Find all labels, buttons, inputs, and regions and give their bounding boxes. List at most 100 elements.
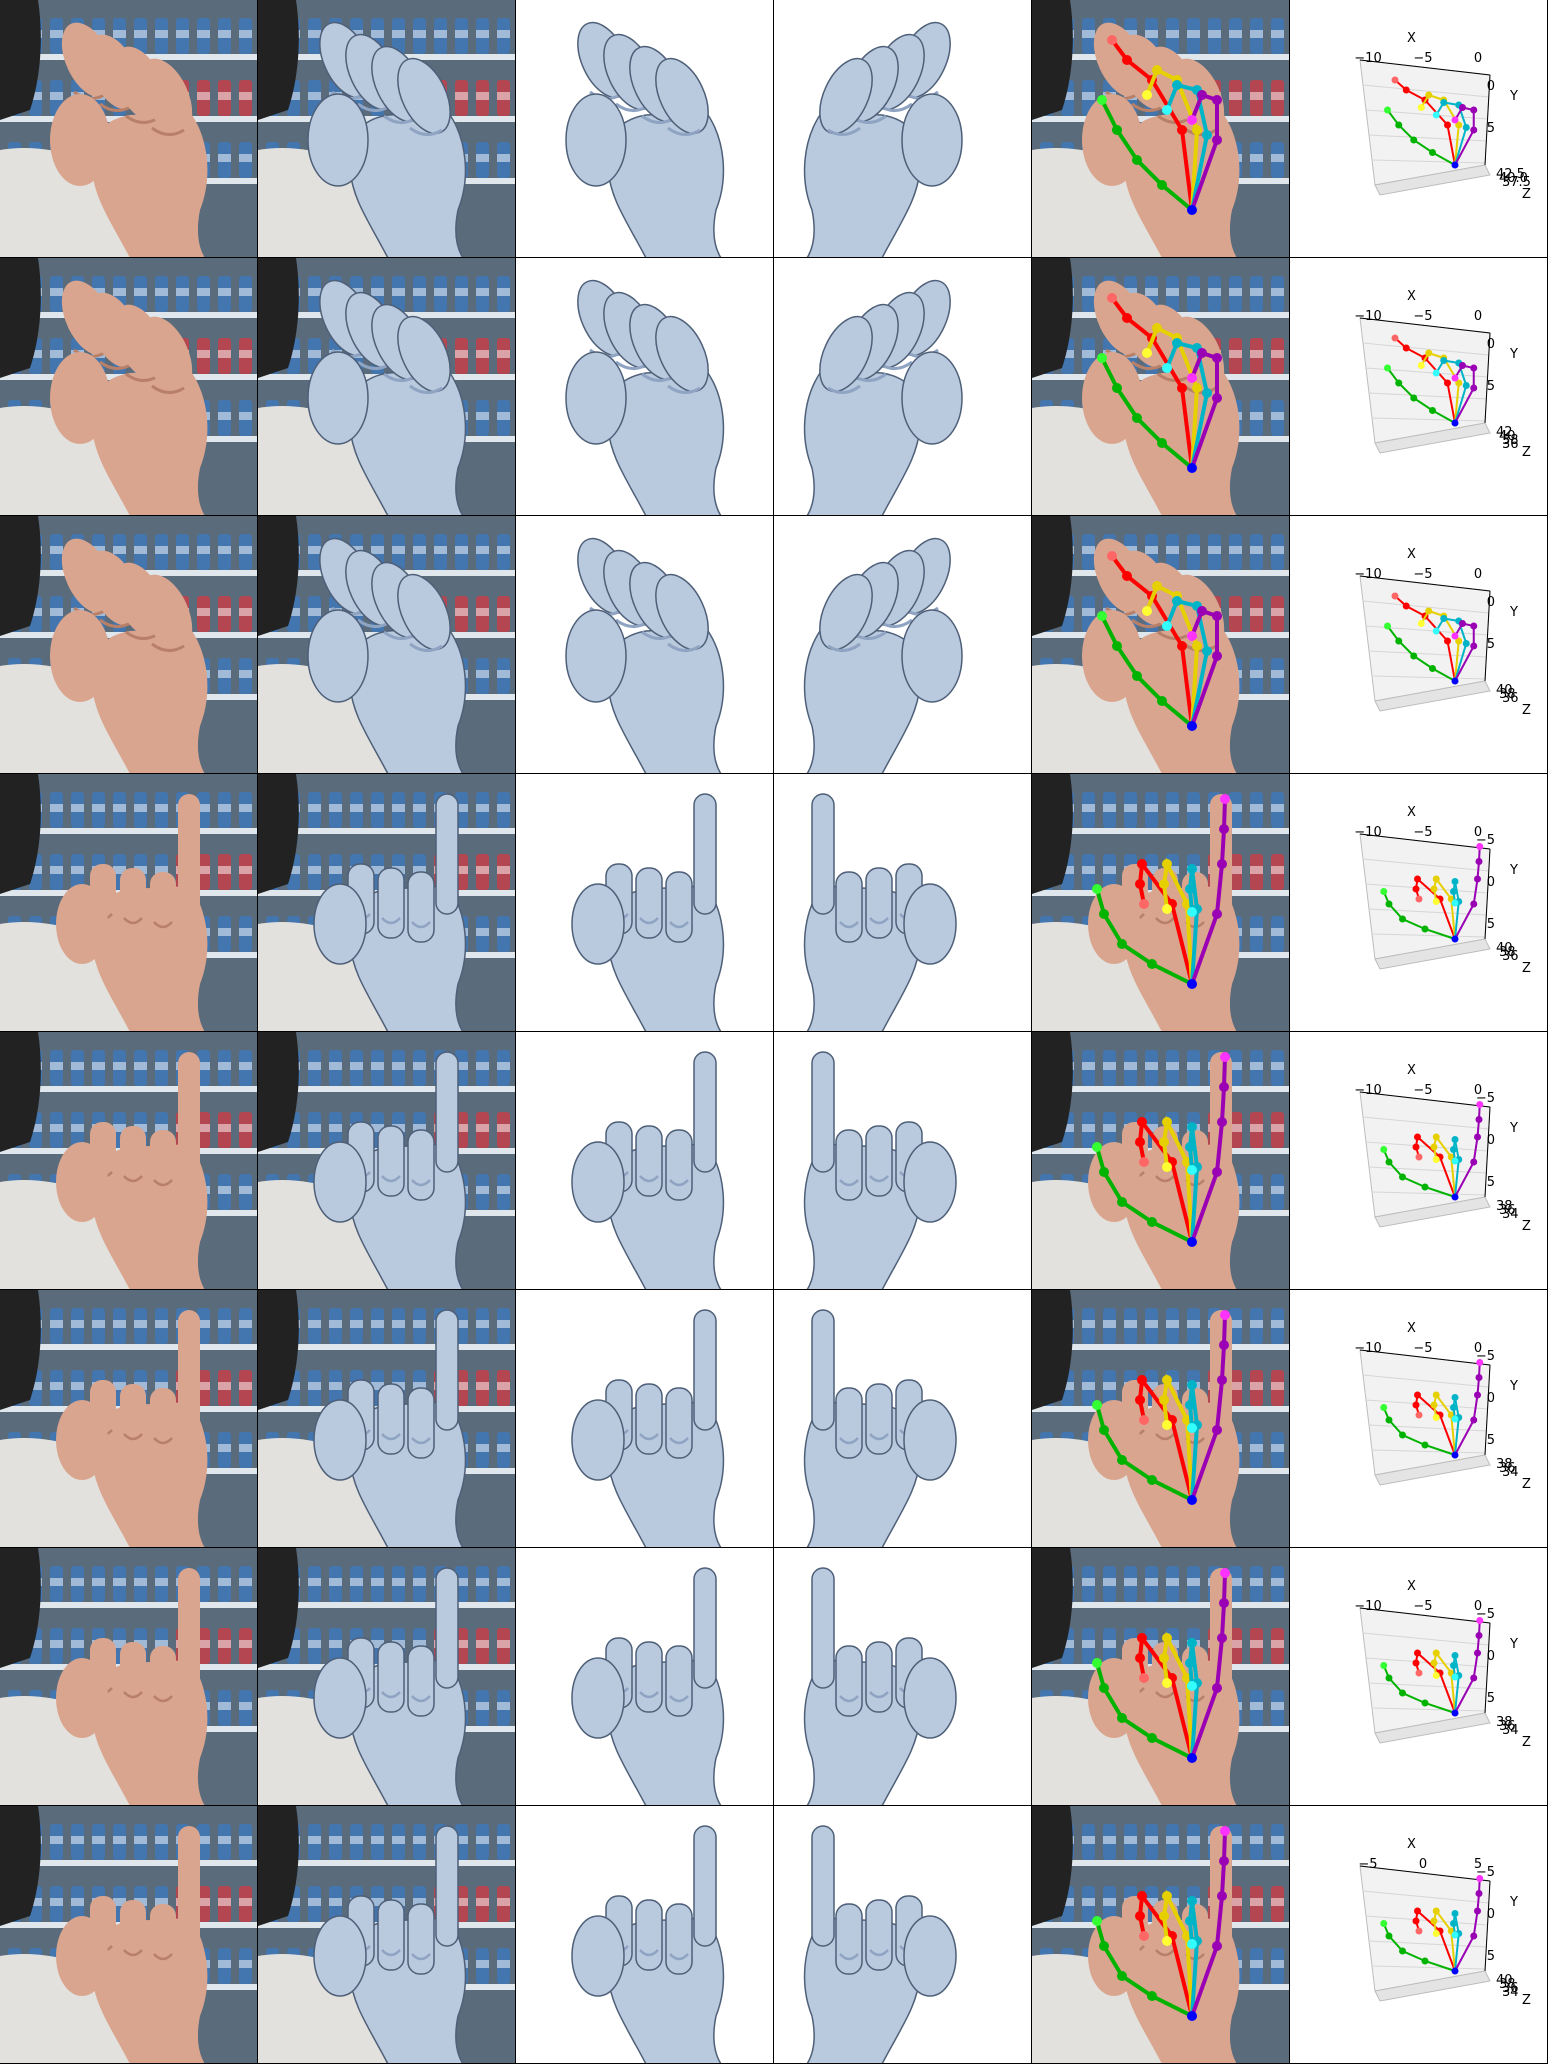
plot-joint [1451, 1394, 1459, 1401]
z-tick-label: 42 [1496, 425, 1513, 440]
joint-middle-2 [1162, 1375, 1172, 1385]
plot-joint [1455, 121, 1463, 129]
plot-joint [1402, 602, 1410, 610]
cell-r1-mesh_side [774, 0, 1032, 258]
hand-mesh-side-view [803, 793, 957, 1031]
joint-thumb-1 [1157, 180, 1167, 190]
cell-r6-photo_keypoints [1032, 1290, 1290, 1548]
joint-thumb-1 [1147, 1733, 1157, 1743]
cell-r6-photo_mesh_overlay [258, 1290, 516, 1548]
mesh_side-image [803, 279, 963, 515]
plot-joint [1391, 76, 1399, 84]
plot-joint [1474, 1907, 1481, 1915]
plot-joint [1380, 1404, 1388, 1411]
plot-joint [1432, 898, 1440, 905]
joint-thumb-3 [1112, 641, 1122, 651]
joint-middle-3 [1152, 323, 1162, 333]
cell-r6-mesh_side [774, 1290, 1032, 1548]
joint-pinky-3 [1197, 90, 1207, 100]
joint-ring-2 [1187, 1896, 1197, 1906]
hand-photo [50, 22, 208, 257]
cell-r7-mesh_front [516, 1548, 774, 1806]
hand-mesh-side-view [803, 1825, 957, 2063]
z-tick-label: 38 [1499, 945, 1516, 960]
hand-mesh-overlay [313, 1825, 467, 2063]
plot-joint [1380, 1146, 1388, 1153]
x-tick-label: −5 [1413, 825, 1432, 840]
cell-r3-plot3d: X −10 −5 0 Y 0 5 Z 40 38 36 [1290, 516, 1548, 774]
plot-joint [1476, 1359, 1484, 1366]
joint-pinky-1 [1212, 651, 1222, 661]
keypoint-skeleton [1092, 1310, 1230, 1505]
plot-joint [1417, 620, 1425, 627]
joint-thumb-2 [1117, 1197, 1127, 1207]
joint-pinky-2 [1212, 95, 1222, 105]
plot-joint [1412, 1143, 1420, 1151]
cell-r7-mesh_side [774, 1548, 1032, 1806]
plot-joint [1415, 1927, 1423, 1935]
plot-joint [1421, 1699, 1429, 1707]
joint-wrist [1187, 205, 1197, 215]
x-tick-label: 0 [1474, 1599, 1482, 1614]
joint-index-3 [1122, 55, 1132, 65]
plot-joint [1432, 111, 1440, 119]
y-tick-label: 5 [1487, 1691, 1495, 1706]
cell-r4-mesh_front [516, 774, 774, 1032]
plot-joint [1410, 652, 1418, 660]
joint-index-1 [1177, 641, 1187, 651]
cell-r4-photo_mesh_overlay [258, 774, 516, 1032]
joint-pinky-1 [1212, 1425, 1222, 1435]
joint-ring-4 [1187, 1165, 1197, 1175]
joint-middle-3 [1152, 581, 1162, 591]
cell-r2-mesh_front [516, 258, 774, 516]
plot-joint [1476, 1617, 1484, 1624]
keypoint-skeleton [1097, 551, 1222, 731]
hand-mesh-front-view [565, 537, 725, 773]
joint-pinky-2 [1217, 859, 1227, 869]
z-tick-label: 36 [1499, 1719, 1516, 1734]
plot-joint [1399, 1431, 1406, 1439]
plot-joint [1395, 379, 1403, 387]
plot-joint [1402, 344, 1410, 352]
z-tick-label: 38 [1499, 1977, 1516, 1992]
joint-thumb-4 [1092, 1142, 1102, 1152]
joint-middle-3 [1159, 879, 1169, 889]
hand-mesh-front-view [565, 279, 725, 515]
joint-pinky-1 [1212, 135, 1222, 145]
joint-pinky-4 [1220, 1568, 1230, 1578]
joint-pinky-1 [1212, 1941, 1222, 1951]
plot-joint [1470, 1932, 1478, 1940]
joint-pinky-4 [1220, 1826, 1230, 1836]
plot-joint [1412, 1917, 1420, 1925]
plot-joint [1451, 1136, 1459, 1143]
joint-pinky-2 [1217, 1633, 1227, 1643]
joint-pinky-1 [1212, 909, 1222, 919]
z-tick-label: 36 [1502, 691, 1519, 706]
plot-joint [1432, 1156, 1440, 1163]
mesh_front-image [571, 1051, 725, 1289]
plot-joint [1470, 642, 1478, 650]
joint-index-2 [1137, 1633, 1147, 1643]
plot-joint [1476, 1101, 1484, 1108]
keypoint-skeleton [1092, 1052, 1230, 1247]
joint-ring-3 [1185, 1142, 1195, 1152]
joint-ring-3 [1172, 80, 1182, 90]
hand-mesh-front-view [571, 793, 725, 1031]
plot-joint [1459, 362, 1466, 369]
joint-index-4 [1107, 551, 1117, 561]
plot-joint [1451, 899, 1459, 907]
joint-ring-4 [1187, 1939, 1197, 1949]
hand-photo [56, 1568, 208, 1805]
z-tick-label: 38 [1496, 1457, 1513, 1472]
z-tick-label: 34 [1502, 1723, 1519, 1738]
plot-joint [1432, 1907, 1440, 1915]
cell-r1-mesh_front [516, 0, 774, 258]
photo_mesh_overlay-image [258, 1290, 515, 1547]
axis-label-y: Y [1509, 1637, 1518, 1652]
cell-r4-plot3d: X −10 −5 0 Y −5 0 5 Z 40 38 36 [1290, 774, 1548, 1032]
plot-joint [1412, 885, 1420, 893]
plot-joint [1459, 620, 1466, 627]
